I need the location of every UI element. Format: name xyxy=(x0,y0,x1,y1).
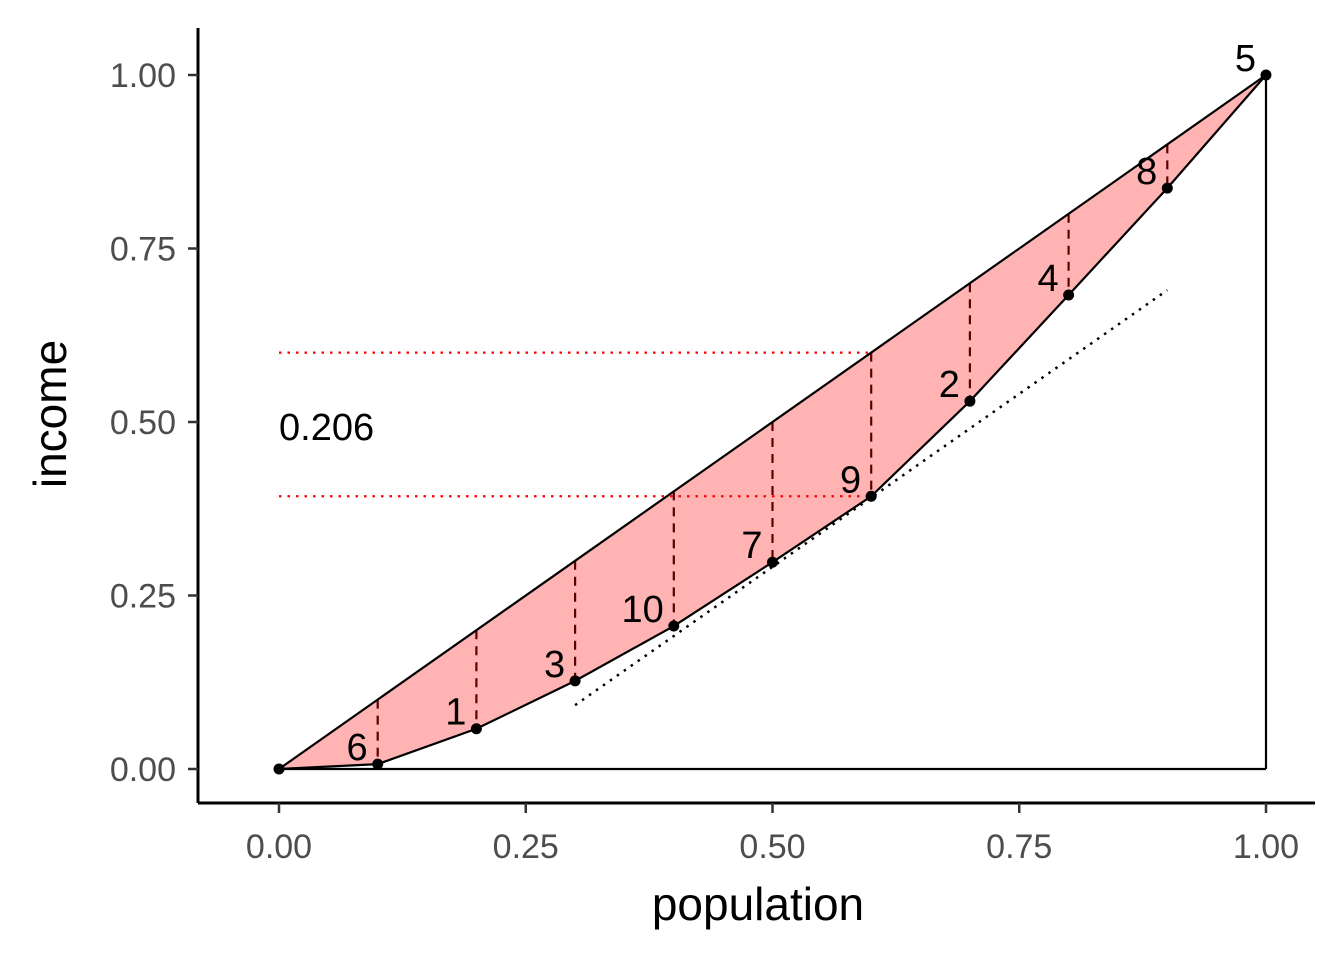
axis-ticks: 0.00 0.00 0.25 0.25 0.50 0.50 0.75 0.75 1.00 1.00 xyxy=(110,57,1299,866)
x-tick-label: 1.00 xyxy=(1233,828,1299,866)
point-label: 7 xyxy=(741,525,762,567)
data-point xyxy=(372,758,384,770)
x-tick-label: 0.50 xyxy=(739,828,805,866)
y-tick-label: 0.00 xyxy=(110,751,176,789)
y-tick-label: 0.50 xyxy=(110,404,176,442)
point-label: 8 xyxy=(1136,151,1157,193)
x-tick-label: 0.75 xyxy=(986,828,1052,866)
equality-line xyxy=(278,74,1267,770)
data-point xyxy=(1161,182,1173,194)
point-label: 9 xyxy=(840,459,861,501)
y-tick-label: 1.00 xyxy=(110,57,176,95)
data-point xyxy=(1260,69,1272,81)
x-tick-label: 0.00 xyxy=(246,828,312,866)
point-label: 6 xyxy=(347,727,368,769)
point-label: 5 xyxy=(1235,38,1256,80)
data-point xyxy=(964,395,976,407)
point-label: 4 xyxy=(1037,258,1058,300)
point-label: 2 xyxy=(939,364,960,406)
point-label: 3 xyxy=(544,644,565,686)
gini-annotation: 0.206 xyxy=(279,407,374,449)
data-point xyxy=(865,490,877,502)
y-tick-label: 0.25 xyxy=(110,578,176,616)
data-point xyxy=(767,556,778,568)
data-point xyxy=(668,620,680,632)
data-point xyxy=(273,763,285,775)
point-label: 1 xyxy=(445,692,466,734)
tangent-line xyxy=(574,289,1169,707)
data-point xyxy=(1063,289,1075,301)
point-label: 10 xyxy=(622,589,664,631)
x-axis-title: population xyxy=(652,878,864,930)
data-point xyxy=(470,723,482,735)
data-point xyxy=(569,675,581,687)
x-tick-label: 0.25 xyxy=(493,828,559,866)
y-axis-title: income xyxy=(24,340,76,488)
y-tick-label: 0.75 xyxy=(110,231,176,269)
